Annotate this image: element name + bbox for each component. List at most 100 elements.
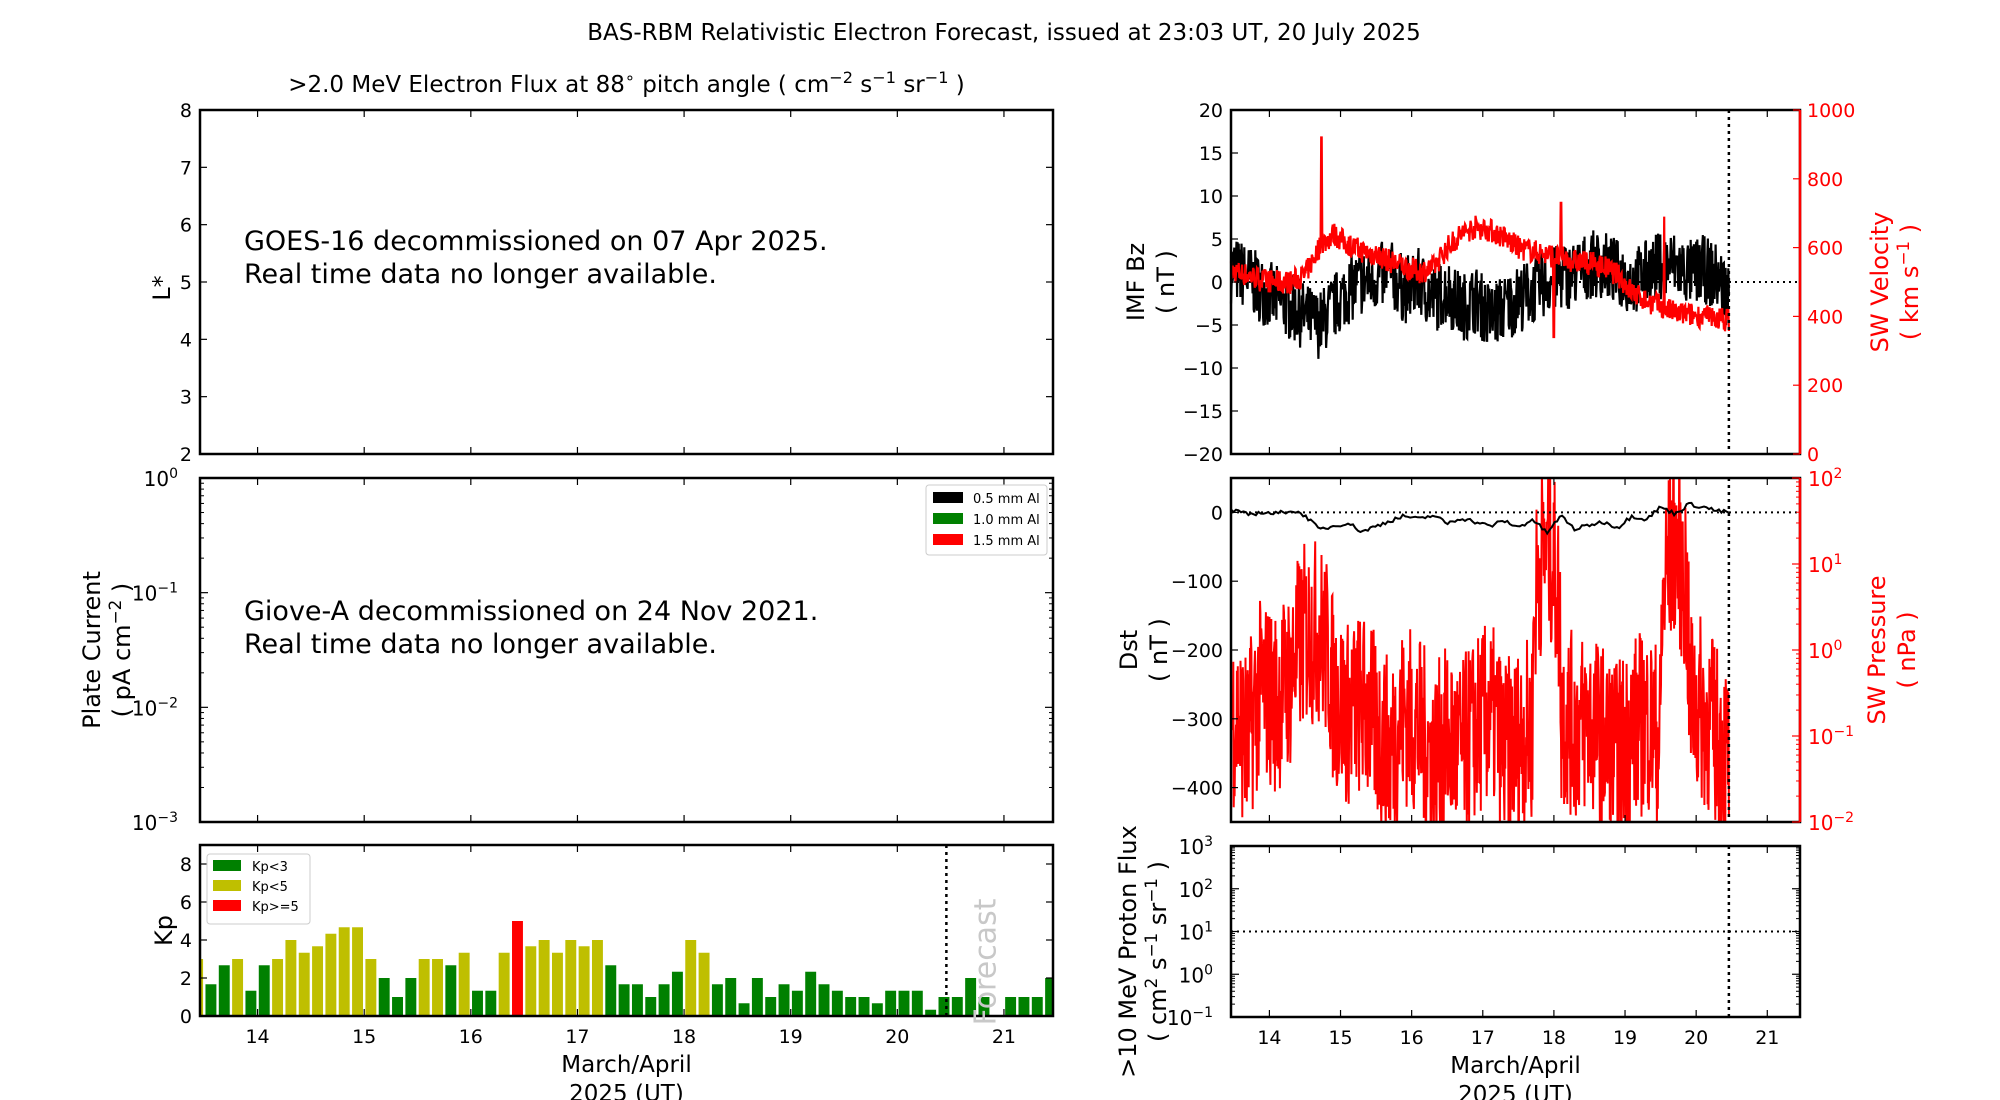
y2-tick-label: 10−1 — [1808, 724, 1854, 749]
x-tick-label: 19 — [779, 1026, 803, 1048]
kp-bar — [685, 940, 697, 1016]
x-axis-label: March/April — [561, 1052, 691, 1078]
sw-pressure-line — [1231, 478, 1730, 822]
x-tick-label: 15 — [352, 1026, 376, 1048]
kp-bar — [325, 933, 337, 1016]
y-tick-label: 10−2 — [132, 695, 178, 720]
kp-bar — [951, 997, 963, 1016]
kp-bar — [338, 927, 350, 1016]
kp-bar — [818, 984, 830, 1016]
kp-bar — [805, 971, 817, 1016]
kp-bar — [205, 984, 217, 1016]
x-tick-label: 20 — [885, 1026, 909, 1048]
kp-bar — [1018, 997, 1030, 1016]
legend-label: 1.0 mm Al — [973, 513, 1040, 528]
y-tick-label: 100 — [1179, 962, 1213, 987]
y2-tick-label: 200 — [1807, 375, 1843, 397]
kp-bar — [751, 978, 763, 1016]
x-tick-label: 16 — [1400, 1027, 1424, 1049]
y-tick-label: −5 — [1195, 315, 1223, 337]
kp-bar — [631, 984, 643, 1016]
y2-tick-label: 800 — [1807, 169, 1843, 191]
kp-bar — [232, 959, 244, 1016]
y-axis-label: Plate Current — [78, 571, 106, 729]
y2-tick-label: 1000 — [1807, 100, 1855, 122]
kp-bar — [285, 940, 297, 1016]
kp-bar — [272, 959, 284, 1016]
kp-bar — [458, 952, 470, 1016]
legend-swatch — [213, 900, 241, 911]
kp-bar — [885, 990, 897, 1016]
y-tick-label: 2 — [180, 968, 192, 990]
kp-bar — [445, 965, 457, 1016]
x-axis-label: 2025 (UT) — [569, 1081, 684, 1100]
y2-axis-units: ( nPa ) — [1893, 611, 1921, 688]
x-tick-label: 14 — [1257, 1027, 1281, 1049]
y2-tick-label: 0 — [1807, 444, 1819, 466]
kp-bars — [200, 921, 1053, 1016]
y-tick-label: 7 — [180, 157, 192, 179]
legend-label: Kp>=5 — [252, 900, 299, 915]
y-tick-label: 5 — [180, 272, 192, 294]
kp-bar — [485, 990, 497, 1016]
y2-tick-label: 600 — [1807, 238, 1843, 260]
y2-tick-label: 100 — [1808, 638, 1842, 663]
x-tick-label: 18 — [1542, 1027, 1566, 1049]
y2-axis-label: SW Pressure — [1863, 575, 1891, 724]
figure-title: BAS-RBM Relativistic Electron Forecast, … — [587, 20, 1421, 46]
y-tick-label: 10−3 — [132, 810, 178, 835]
y-tick-label: 103 — [1179, 834, 1213, 859]
y-tick-label: 102 — [1179, 877, 1213, 902]
kp-bar — [965, 978, 977, 1016]
kp-bar — [711, 984, 723, 1016]
kp-bar — [791, 990, 803, 1016]
legend-label: 1.5 mm Al — [973, 534, 1040, 549]
dst-line — [1231, 501, 1730, 536]
kp-bar — [392, 997, 403, 1016]
legend: 0.5 mm Al 1.0 mm Al 1.5 mm Al — [925, 484, 1048, 556]
y-tick-label: 0 — [1211, 502, 1223, 524]
kp-bar — [258, 965, 270, 1016]
kp-bar — [738, 1003, 750, 1016]
y-tick-label: 2 — [180, 444, 192, 466]
kp-bar — [1045, 978, 1053, 1016]
legend-swatch — [213, 860, 241, 871]
kp-bar — [911, 990, 923, 1016]
forecast-label: Forecast — [968, 898, 1003, 1025]
notice-text: GOES-16 decommissioned on 07 Apr 2025. — [244, 226, 828, 257]
y-tick-label: 20 — [1199, 100, 1223, 122]
y2-axis-label: SW Velocity — [1866, 212, 1894, 353]
y-axis-units: ( nT ) — [1145, 618, 1173, 682]
kp-bar — [698, 952, 710, 1016]
x-tick-label: 14 — [245, 1026, 269, 1048]
kp-bar — [725, 978, 737, 1016]
y-tick-label: 6 — [180, 892, 192, 914]
x-axis-label: 2025 (UT) — [1458, 1082, 1573, 1100]
kp-bar — [512, 921, 523, 1016]
x-tick-label: 17 — [1471, 1027, 1495, 1049]
legend-label: Kp<5 — [252, 880, 288, 895]
y-axis-label: L* — [148, 275, 176, 300]
electron-flux-title: >2.0 MeV Electron Flux at 88∘ pitch angl… — [288, 68, 965, 98]
y-axis-units: ( nT ) — [1152, 250, 1180, 314]
y2-tick-label: 400 — [1807, 306, 1843, 328]
y-tick-label: −100 — [1171, 571, 1223, 593]
y-tick-label: 4 — [180, 329, 192, 351]
kp-bar — [618, 984, 630, 1016]
legend-swatch — [933, 513, 963, 524]
y2-tick-label: 102 — [1808, 466, 1842, 491]
y-tick-label: −15 — [1183, 401, 1223, 423]
legend-label: Kp<3 — [252, 860, 288, 875]
y-tick-label: 0 — [180, 1006, 192, 1028]
kp-bar — [898, 990, 910, 1016]
kp-bar — [671, 971, 683, 1016]
legend-swatch — [933, 492, 963, 503]
kp-bar — [245, 990, 257, 1016]
kp-bar — [312, 946, 324, 1016]
x-tick-label: 17 — [565, 1026, 589, 1048]
y-axis-label: Kp — [150, 915, 178, 946]
kp-bar — [365, 959, 377, 1016]
legend-swatch — [933, 534, 963, 545]
legend: Kp<3 Kp<5 Kp>=5 — [206, 853, 311, 925]
y-tick-label: −200 — [1171, 640, 1223, 662]
